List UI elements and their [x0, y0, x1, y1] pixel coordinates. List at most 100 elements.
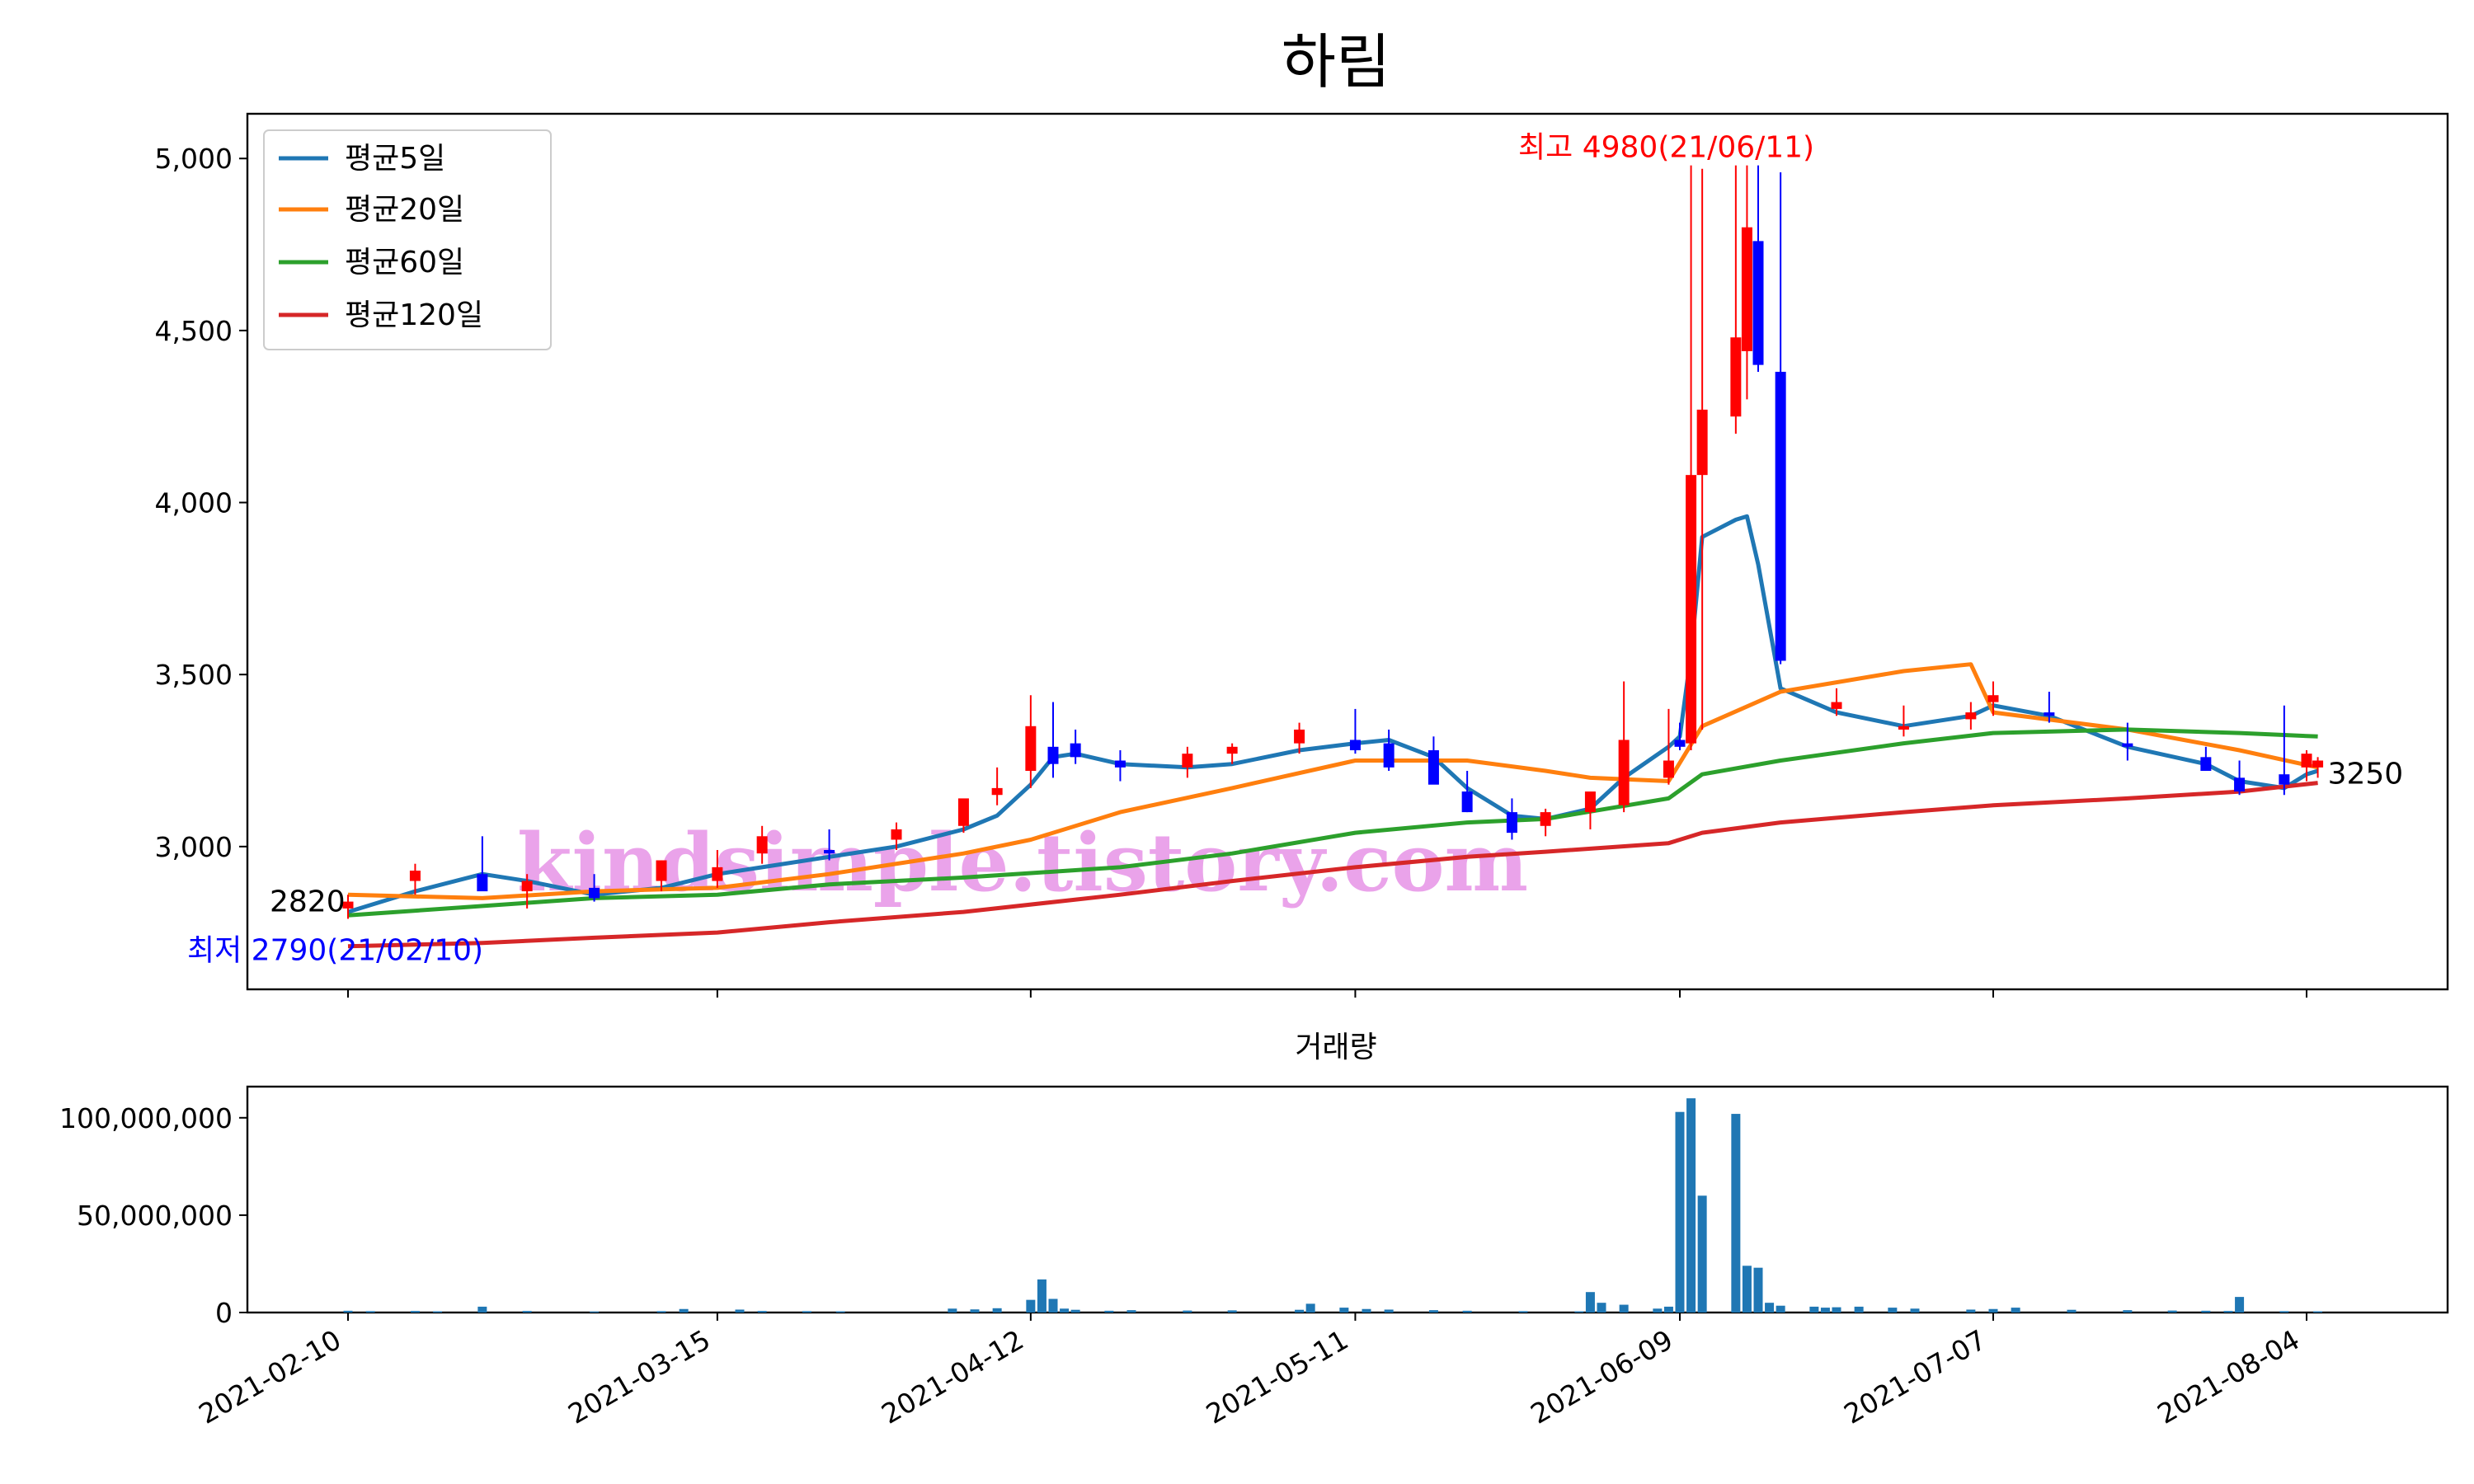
volume-bar: [1675, 1111, 1685, 1313]
candle-body: [1383, 743, 1395, 768]
volume-bar: [433, 1311, 443, 1313]
volume-bar: [410, 1311, 420, 1313]
candle-body: [2044, 712, 2055, 716]
ma-line-1: [347, 514, 2319, 914]
volume-title: 거래량: [1295, 1031, 1376, 1064]
volume-bar: [1048, 1298, 1058, 1313]
price-plot-area: [342, 165, 2324, 949]
x-tick-label: 2021-08-04: [2152, 1323, 2305, 1430]
candle-body: [1898, 726, 1909, 730]
last-price-annotation: 3250: [2328, 758, 2404, 791]
volume-bar: [1070, 1309, 1080, 1313]
volume-bar: [590, 1311, 600, 1313]
legend-label-ma60: 평균60일: [345, 246, 464, 279]
volume-bar: [1060, 1308, 1070, 1313]
volume-bar: [2067, 1309, 2077, 1313]
candle-body: [1114, 760, 1126, 768]
candle-body: [342, 901, 354, 909]
candle-body: [1070, 743, 1081, 758]
candle-body: [2234, 777, 2246, 792]
price-y-tick-label: 3,500: [155, 659, 233, 691]
volume-y-tick-label: 100,000,000: [59, 1102, 233, 1134]
legend-label-ma120: 평균120일: [345, 298, 483, 332]
volume-y-axis: 0 50,000,000 100,000,000: [59, 1102, 247, 1329]
volume-bar: [1619, 1304, 1629, 1313]
ma-line-4: [347, 781, 2318, 949]
legend-label-ma20: 평균20일: [345, 193, 464, 227]
candle-body: [1663, 760, 1674, 778]
candle-body: [1741, 227, 1752, 351]
volume-bar: [1585, 1292, 1595, 1313]
volume-bar: [1832, 1307, 1841, 1313]
candle-body: [1226, 746, 1238, 754]
volume-bar: [1362, 1308, 1371, 1313]
volume-bar: [1518, 1311, 1528, 1313]
legend-label-ma5: 평균5일: [345, 142, 445, 176]
price-y-tick-label: 5,000: [155, 143, 233, 175]
candle-body: [712, 866, 723, 881]
volume-bar: [2167, 1310, 2177, 1313]
ma-line-2: [347, 662, 2319, 900]
volume-bar: [1305, 1303, 1315, 1313]
volume-bar: [757, 1311, 767, 1313]
candle-body: [1965, 712, 1977, 720]
candle-body: [2301, 754, 2312, 768]
candle-body: [589, 887, 600, 899]
candle-body: [1540, 812, 1551, 826]
volume-plot-area: [343, 1098, 2323, 1313]
x-tick-label: 2021-03-15: [562, 1323, 716, 1430]
candle-body: [1686, 475, 1697, 744]
candle-body: [957, 798, 969, 826]
x-tick-label: 2021-05-11: [1201, 1323, 1354, 1430]
candle-body: [1696, 409, 1708, 476]
candle-body: [1427, 749, 1439, 785]
ma-line-3: [347, 727, 2318, 918]
candle-body: [1182, 754, 1193, 768]
price-y-tick-label: 4,000: [155, 487, 233, 519]
volume-bar: [656, 1311, 666, 1313]
volume-bar: [343, 1310, 353, 1313]
candle-body: [2122, 743, 2133, 747]
volume-bar: [1765, 1303, 1775, 1313]
volume-bar: [970, 1309, 980, 1313]
volume-bar: [477, 1306, 487, 1313]
volume-bar: [2201, 1310, 2211, 1313]
legend: 평균5일 평균20일 평균60일 평균120일: [263, 129, 552, 350]
volume-bar: [522, 1311, 532, 1313]
volume-bar: [1574, 1311, 1584, 1313]
candle-body: [1987, 695, 1999, 702]
candle-body: [477, 874, 488, 892]
volume-bar: [1653, 1308, 1663, 1313]
x-tick-label: 2021-02-10: [193, 1323, 346, 1430]
volume-bar: [1428, 1310, 1438, 1313]
volume-bar: [1753, 1267, 1763, 1313]
volume-bar: [1597, 1303, 1606, 1313]
volume-bar: [1988, 1308, 1998, 1313]
first-price-annotation: 2820: [270, 885, 346, 919]
volume-bar: [2123, 1310, 2133, 1313]
candle-body: [1294, 729, 1305, 744]
volume-bar: [1854, 1306, 1864, 1313]
volume-bar: [735, 1309, 745, 1313]
volume-bar: [835, 1311, 845, 1313]
volume-bar: [1663, 1306, 1673, 1313]
candle-body: [756, 836, 768, 854]
price-y-tick-label: 4,500: [155, 315, 233, 347]
volume-bar: [1295, 1309, 1305, 1313]
candle-body: [521, 881, 533, 892]
x-tick-label: 2021-04-12: [876, 1323, 1029, 1430]
volume-bar: [1227, 1310, 1237, 1313]
date-x-axis: 2021-02-10 2021-03-15 2021-04-12 2021-05-11…: [193, 989, 2307, 1430]
candle-body: [824, 849, 835, 854]
volume-bar: [2235, 1297, 2245, 1313]
price-panel-frame: [246, 112, 2449, 991]
volume-bar: [948, 1308, 957, 1313]
volume-bar: [1820, 1308, 1830, 1313]
volume-bar: [1126, 1310, 1136, 1313]
candle-body: [1730, 337, 1742, 417]
volume-bar: [1462, 1310, 1472, 1313]
volume-bar: [1697, 1195, 1707, 1313]
volume-bar: [1888, 1308, 1898, 1313]
volume-bar: [1776, 1305, 1785, 1313]
